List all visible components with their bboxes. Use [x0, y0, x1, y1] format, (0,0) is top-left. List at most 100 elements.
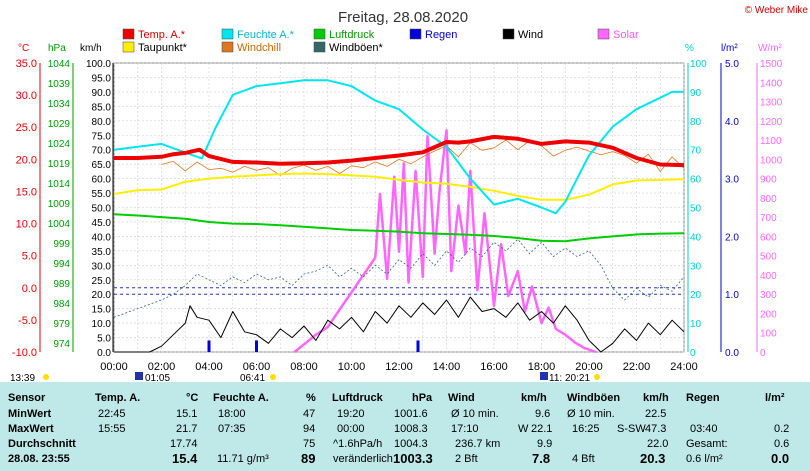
pressure-tick: 1024 [48, 139, 71, 150]
wind-avg: 9.9 [537, 438, 553, 450]
wind-tick: 70.0 [92, 146, 112, 157]
gust-min: 22.5 [645, 408, 667, 420]
press-trend: ^1.6hPa/h [333, 438, 383, 450]
solar-tick: 500 [760, 252, 777, 263]
wind-tick: 15.0 [92, 305, 112, 316]
rain-max-time: 03:40 [690, 423, 718, 435]
temp-tick: -5.0 [18, 315, 37, 327]
gust-max-dir: S-SW [617, 423, 646, 435]
temp-tick: 35.0 [16, 58, 37, 70]
pressure-tick: 1029 [48, 119, 71, 130]
pressure-tick: 1014 [48, 179, 71, 190]
row-avg-label: Durchschnitt [8, 438, 76, 450]
legend-swatch [122, 41, 135, 53]
wind-min-label: Ø 10 min. [451, 408, 499, 420]
gust-max: 47.3 [645, 423, 667, 435]
solar-tick: 600 [760, 232, 777, 243]
temp-tick: 0.0 [22, 283, 37, 295]
rain-now-unit: 0.6 l/m² [686, 453, 723, 465]
wind-min: 9.6 [535, 408, 551, 420]
hum-abs: 11.71 g/m³ [217, 453, 269, 465]
legend-label: Windböen* [329, 42, 384, 54]
time-tick: 20:00 [575, 361, 603, 373]
humidity-tick: 90 [690, 88, 702, 99]
solar-tick: 1400 [760, 78, 783, 89]
series-line [161, 139, 685, 176]
temp-max: 21.7 [176, 423, 198, 435]
wind-tick: 80.0 [92, 117, 112, 128]
gust-max-time: 16:25 [572, 423, 600, 435]
hum-max: 94 [303, 423, 316, 435]
press-min: 1001.6 [394, 408, 428, 420]
rain-bar [416, 340, 420, 352]
sunset-time: 11: [549, 373, 562, 382]
row-now-label: 28.08. 23:55 [8, 453, 70, 465]
sunset-clock: 20:21 [565, 373, 590, 382]
temp-max-time: 15:55 [98, 423, 126, 435]
tick-labels: 35.0 30.0 25.0 20.0 15.0 10.0 5.0 0.0 -5.0 -10.0 1… [12, 58, 783, 373]
pressure-tick: 989 [53, 279, 70, 290]
time-tick: 18:00 [528, 361, 556, 373]
wind-tick: 30.0 [92, 261, 112, 272]
wind-tick: 90.0 [92, 88, 112, 99]
series-line [113, 238, 685, 318]
wind-tick: 50.0 [92, 204, 112, 215]
axis-units: °C hPa km/h % l/m² W/m² [18, 43, 783, 54]
legend-label: Taupunkt* [138, 42, 188, 54]
humidity-tick: 10 [690, 319, 702, 330]
pressure-tick: 1044 [48, 59, 71, 70]
legend-label: Windchill [237, 42, 281, 54]
wind-tick: 25.0 [92, 276, 112, 287]
press-now: 1003.3 [393, 451, 433, 466]
rain-tick: 3.0 [725, 175, 739, 186]
solar-tick: 300 [760, 290, 777, 301]
wind-tick: 40.0 [92, 232, 112, 243]
sunrise-icon [135, 372, 143, 380]
humidity-tick: 30 [690, 261, 702, 272]
pressure-tick: 999 [53, 239, 70, 250]
gust-avg: 22.0 [647, 438, 669, 450]
press-max: 1008.3 [394, 423, 428, 435]
wind-max-time: 17:10 [451, 423, 479, 435]
solar-tick: 1100 [760, 136, 782, 147]
legend-swatch [313, 28, 326, 40]
hdr-temp: Temp. A. [95, 392, 141, 404]
wind-tick: 5.0 [97, 334, 111, 345]
solar-tick: 200 [760, 309, 777, 320]
rain-tick: 0.0 [725, 348, 739, 359]
hum-max-time: 07:35 [218, 423, 246, 435]
temp-avg: 17.74 [170, 438, 198, 450]
sun-icon-set [594, 374, 600, 380]
humidity-tick: 60 [690, 175, 702, 186]
solar-tick: 100 [760, 329, 777, 340]
hdr-hum: Feuchte A. [213, 392, 269, 404]
row-max-label: MaxWert [8, 423, 54, 435]
solar-unit-label: W/m² [758, 43, 783, 54]
gust-now: 20.3 [640, 451, 666, 466]
rain-total: 0.6 [774, 438, 790, 450]
humidity-tick: 40 [690, 232, 702, 243]
humidity-tick: 100 [690, 59, 707, 70]
wind-bft: 2 Bft [455, 453, 478, 465]
hdr-gust: Windböen [567, 392, 621, 404]
time-tick: 16:00 [480, 361, 508, 373]
hdr-press: Luftdruck [332, 392, 383, 404]
solar-tick: 1000 [760, 155, 783, 166]
legend-label: Temp. A.* [138, 29, 186, 41]
wind-tick: 75.0 [92, 131, 112, 142]
wind-tick: 65.0 [92, 160, 112, 171]
wind-tick: 45.0 [92, 218, 112, 229]
wind-max-dir: W [518, 423, 529, 435]
time-tick: 00:00 [100, 361, 128, 373]
series-line [293, 129, 597, 354]
solar-tick: 800 [760, 194, 777, 205]
humidity-tick: 20 [690, 290, 702, 301]
temp-tick: 20.0 [16, 154, 37, 166]
rain-bar [207, 340, 211, 352]
wind-tick: 35.0 [92, 247, 112, 258]
rain-bar [255, 340, 258, 352]
rain-max: 0.2 [774, 423, 790, 435]
temp-tick: 10.0 [16, 219, 37, 231]
solar-tick: 0 [760, 348, 766, 359]
solar-tick: 1300 [760, 98, 783, 109]
